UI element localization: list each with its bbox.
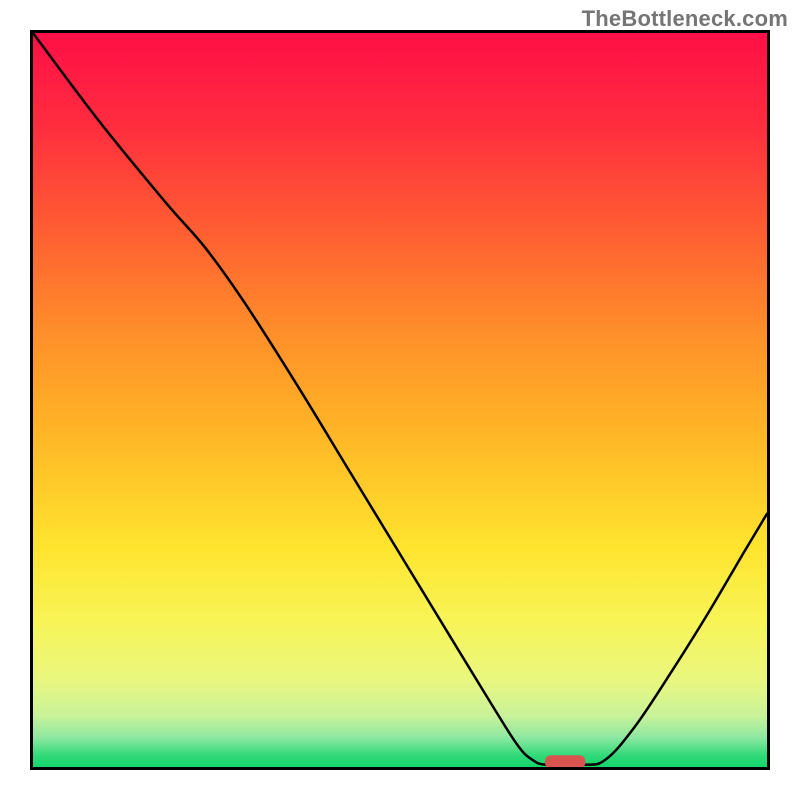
optimal-marker [545,755,585,767]
plot-area [33,33,767,767]
chart-svg [33,33,767,767]
watermark-text: TheBottleneck.com [582,6,788,32]
gradient-background [33,33,767,767]
chart-frame [30,30,770,770]
